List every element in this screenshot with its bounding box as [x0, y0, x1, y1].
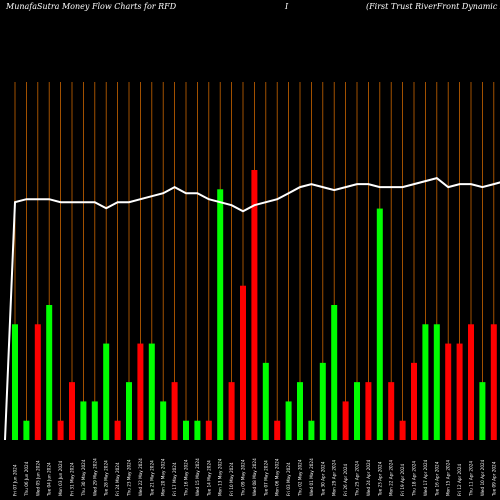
chart-bar — [468, 324, 474, 440]
chart-bar — [46, 305, 53, 440]
x-tick-label: Thu 02 May 2024 — [298, 459, 303, 497]
chart-bar — [308, 420, 315, 440]
chart-bar — [297, 382, 303, 440]
chart-bar — [80, 401, 87, 440]
x-tick-label: Fri 03 May 2024 — [286, 462, 291, 496]
x-tick-label: Thu 30 May 2024 — [81, 459, 86, 497]
x-tick-label: Tue 28 May 2024 — [104, 460, 109, 497]
x-tick-label: Thu 16 May 2024 — [184, 459, 189, 497]
chart-bar — [34, 324, 41, 440]
x-tick-label: Tue 21 May 2024 — [149, 460, 154, 497]
x-tick-label: Mon 29 Apr 2024 — [332, 460, 337, 496]
x-tick-label: Tue 30 Apr 2024 — [320, 461, 325, 497]
chart-bar — [114, 420, 121, 440]
x-tick-label: Tue 04 Jun 2024 — [47, 462, 52, 497]
x-tick-label: Fri 17 May 2024 — [172, 462, 177, 496]
x-tick-label: Mon 22 Apr 2024 — [389, 460, 394, 496]
chart-subtitle: (First Trust RiverFront Dynamic Develo — [366, 2, 500, 11]
x-tick-label: Fri 31 May 2024 — [70, 462, 75, 496]
x-tick-label: Mon 20 May 2024 — [161, 458, 166, 496]
x-tick-label: Fri 26 Apr 2024 — [343, 463, 348, 496]
x-tick-label: Fri 10 May 2024 — [229, 462, 234, 496]
chart-bar — [433, 324, 440, 440]
chart-bar — [183, 420, 189, 440]
chart-bar — [285, 401, 292, 440]
x-tick-label: Wed 05 Jun 2024 — [35, 460, 40, 496]
chart-bar — [205, 420, 212, 440]
chart-bar — [171, 382, 178, 440]
x-tick-label: Thu 09 May 2024 — [241, 459, 246, 497]
chart-bar — [57, 420, 64, 440]
chart-bar — [148, 343, 155, 440]
x-tick-label: Thu 11 Apr 2024 — [469, 461, 474, 497]
x-tick-label: Tue 16 Apr 2024 — [434, 461, 439, 497]
chart-bar — [69, 382, 75, 440]
x-tick-label: Wed 29 May 2024 — [92, 458, 97, 496]
x-tick-label: Wed 08 May 2024 — [252, 458, 257, 496]
chart-bar — [103, 343, 110, 440]
chart-title-separator: I — [285, 2, 289, 11]
x-tick-label: Tue 23 Apr 2024 — [377, 461, 382, 497]
x-tick-label: Mon 03 Jun 2024 — [58, 460, 63, 496]
x-tick-label: Wed 22 May 2024 — [138, 458, 143, 496]
x-tick-label: Wed 01 May 2024 — [309, 458, 314, 496]
x-tick-label: Wed 15 May 2024 — [195, 458, 200, 496]
chart-bar — [319, 362, 326, 440]
chart-bar — [217, 189, 224, 440]
x-tick-label: Fri 12 Apr 2024 — [457, 463, 462, 496]
chart-bar — [399, 420, 406, 440]
chart-bar — [137, 343, 144, 440]
chart-bar — [262, 362, 269, 440]
chart-bar — [411, 362, 417, 440]
chart-bar — [354, 382, 360, 440]
chart-bar — [194, 420, 201, 440]
chart-bar — [274, 420, 281, 440]
chart-bar — [445, 343, 452, 440]
x-tick-label: Thu 06 Jun 2024 — [24, 461, 29, 497]
x-tick-label: Wed 17 Apr 2024 — [423, 459, 428, 496]
x-tick-label: Thu 25 Apr 2024 — [355, 461, 360, 497]
chart-bar — [490, 324, 497, 440]
chart-bar — [251, 170, 258, 440]
chart-bar — [388, 382, 395, 440]
chart-title: MunafaSutra Money Flow Charts for RFD — [6, 2, 177, 11]
chart-bar — [331, 305, 338, 440]
x-tick-label: Wed 10 Apr 2024 — [480, 459, 485, 496]
x-tick-label: Fri 24 May 2024 — [115, 462, 120, 496]
x-tick-label: Thu 23 May 2024 — [127, 459, 132, 497]
chart-bar — [12, 324, 18, 440]
chart-bar — [228, 382, 235, 440]
chart-bar — [456, 343, 463, 440]
chart-bar — [91, 401, 98, 440]
chart-bar — [126, 382, 132, 440]
chart-bar — [422, 324, 429, 440]
x-tick-label: Thu 18 Apr 2024 — [412, 461, 417, 497]
x-tick-label: Mon 06 May 2024 — [275, 458, 280, 496]
chart-bar — [365, 382, 372, 440]
chart-bar — [160, 401, 167, 440]
x-tick-label: Wed 24 Apr 2024 — [366, 459, 371, 496]
x-tick-label: Tue 07 May 2024 — [263, 460, 268, 497]
x-tick-label: Fri 19 Apr 2024 — [400, 463, 405, 496]
chart-bar — [342, 401, 349, 440]
chart-bar — [376, 208, 383, 440]
x-tick-label: Mon 15 Apr 2024 — [446, 460, 451, 496]
x-tick-label: Tue 14 May 2024 — [206, 460, 211, 497]
chart-bar — [23, 420, 30, 440]
chart-bar — [240, 285, 246, 440]
chart-bar — [479, 382, 486, 440]
money-flow-line — [4, 177, 500, 441]
x-tick-label: Mon 13 May 2024 — [218, 458, 223, 496]
x-tick-label: Tue 09 Apr 2024 — [491, 461, 496, 497]
x-tick-label: Fri 07 Jun 2024 — [13, 464, 18, 496]
